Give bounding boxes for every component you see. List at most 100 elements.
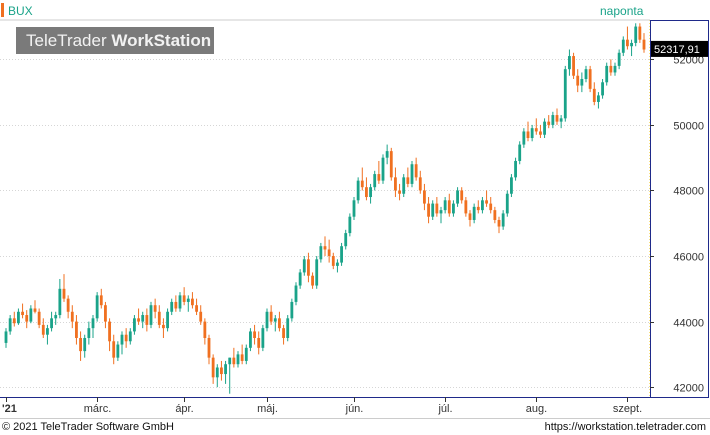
- candle: [128, 328, 132, 345]
- candle: [327, 239, 331, 263]
- candle: [526, 121, 530, 142]
- candle-body: [613, 65, 617, 73]
- candle-body: [356, 180, 360, 201]
- candle: [485, 190, 488, 207]
- candle-body: [526, 131, 530, 139]
- candle-body: [630, 42, 633, 47]
- candle-body: [33, 308, 37, 312]
- candle-body: [294, 285, 298, 302]
- candle-body: [485, 200, 488, 204]
- source-url[interactable]: https://workstation.teletrader.com: [545, 421, 706, 433]
- candle: [182, 287, 186, 306]
- candle-body: [261, 328, 265, 348]
- candle: [559, 115, 563, 129]
- x-tick-label: szept.: [613, 403, 642, 415]
- candle: [534, 118, 538, 135]
- candle-body: [108, 321, 111, 342]
- period-label: naponta: [600, 4, 644, 18]
- candle: [249, 328, 252, 352]
- candle-body: [174, 301, 178, 309]
- candle: [331, 252, 335, 270]
- candle-body: [389, 151, 393, 178]
- candle-body: [269, 311, 273, 322]
- candle-body: [195, 305, 198, 312]
- candle-body: [70, 311, 74, 322]
- candle: [323, 236, 327, 257]
- candle: [344, 229, 348, 250]
- candle-body: [240, 354, 244, 361]
- candle-body: [621, 39, 625, 53]
- candle: [95, 292, 99, 322]
- candle-body: [514, 160, 517, 178]
- candle: [352, 197, 356, 220]
- candle-body: [8, 318, 12, 332]
- candle-body: [29, 308, 33, 322]
- candle: [70, 305, 74, 329]
- candle-body: [4, 331, 8, 343]
- candle: [452, 200, 455, 217]
- candle: [423, 183, 426, 211]
- price-axis: 42000 44000 46000 48000 50000 52000: [650, 55, 704, 395]
- candle-body: [576, 75, 580, 86]
- candle: [626, 26, 629, 50]
- candle: [476, 200, 480, 214]
- candle-body: [58, 288, 62, 316]
- candle: [191, 292, 194, 309]
- brand-name-light: TeleTrader: [26, 31, 107, 50]
- candle: [406, 167, 410, 188]
- candle-body: [472, 206, 476, 220]
- candle-body: [133, 318, 136, 332]
- candle: [389, 147, 393, 181]
- candle: [149, 301, 153, 329]
- candle-body: [137, 318, 140, 322]
- candle-body: [145, 315, 149, 325]
- candle-body: [327, 249, 331, 257]
- candle-body: [290, 301, 294, 319]
- candle-body: [352, 200, 356, 217]
- candle: [87, 321, 91, 345]
- candle: [443, 197, 447, 214]
- y-tick-label: 50000: [673, 121, 704, 133]
- x-tick-label: aug.: [526, 403, 547, 415]
- candle: [290, 298, 294, 322]
- candle: [510, 174, 513, 198]
- candle: [398, 183, 401, 201]
- x-tick-label: '21: [2, 403, 17, 415]
- candle-body: [410, 164, 414, 184]
- x-tick-label: márc.: [84, 403, 112, 415]
- candle-body: [79, 337, 82, 352]
- candle: [137, 308, 140, 325]
- candle-body: [344, 233, 348, 247]
- candle-body: [447, 200, 451, 214]
- candle-body: [555, 115, 559, 122]
- candle: [373, 170, 377, 191]
- last-price-box: [651, 40, 708, 57]
- candle-body: [253, 331, 256, 338]
- candle: [547, 115, 551, 129]
- candle-body: [257, 337, 261, 348]
- x-tick-label: jún.: [345, 403, 364, 415]
- candle-body: [124, 334, 128, 342]
- candle: [75, 315, 78, 345]
- candle: [613, 62, 617, 76]
- candle-body: [456, 190, 459, 204]
- candle: [244, 344, 248, 365]
- time-axis: '21 márc. ápr. máj. jún. júl. aug. szept.: [2, 397, 642, 415]
- candle-body: [414, 164, 418, 178]
- candle: [369, 183, 372, 204]
- candle: [99, 288, 103, 309]
- candle-body: [149, 305, 153, 325]
- candle-body: [319, 246, 323, 260]
- candle-body: [638, 26, 642, 40]
- candle: [141, 311, 145, 329]
- candle-body: [534, 128, 538, 132]
- candle-body: [443, 200, 447, 211]
- candle-body: [25, 315, 29, 322]
- candle: [186, 295, 190, 312]
- candle: [12, 311, 16, 327]
- candle: [580, 72, 584, 93]
- candle: [522, 128, 526, 148]
- candle: [207, 334, 211, 365]
- candle: [269, 305, 273, 325]
- candle: [505, 190, 509, 217]
